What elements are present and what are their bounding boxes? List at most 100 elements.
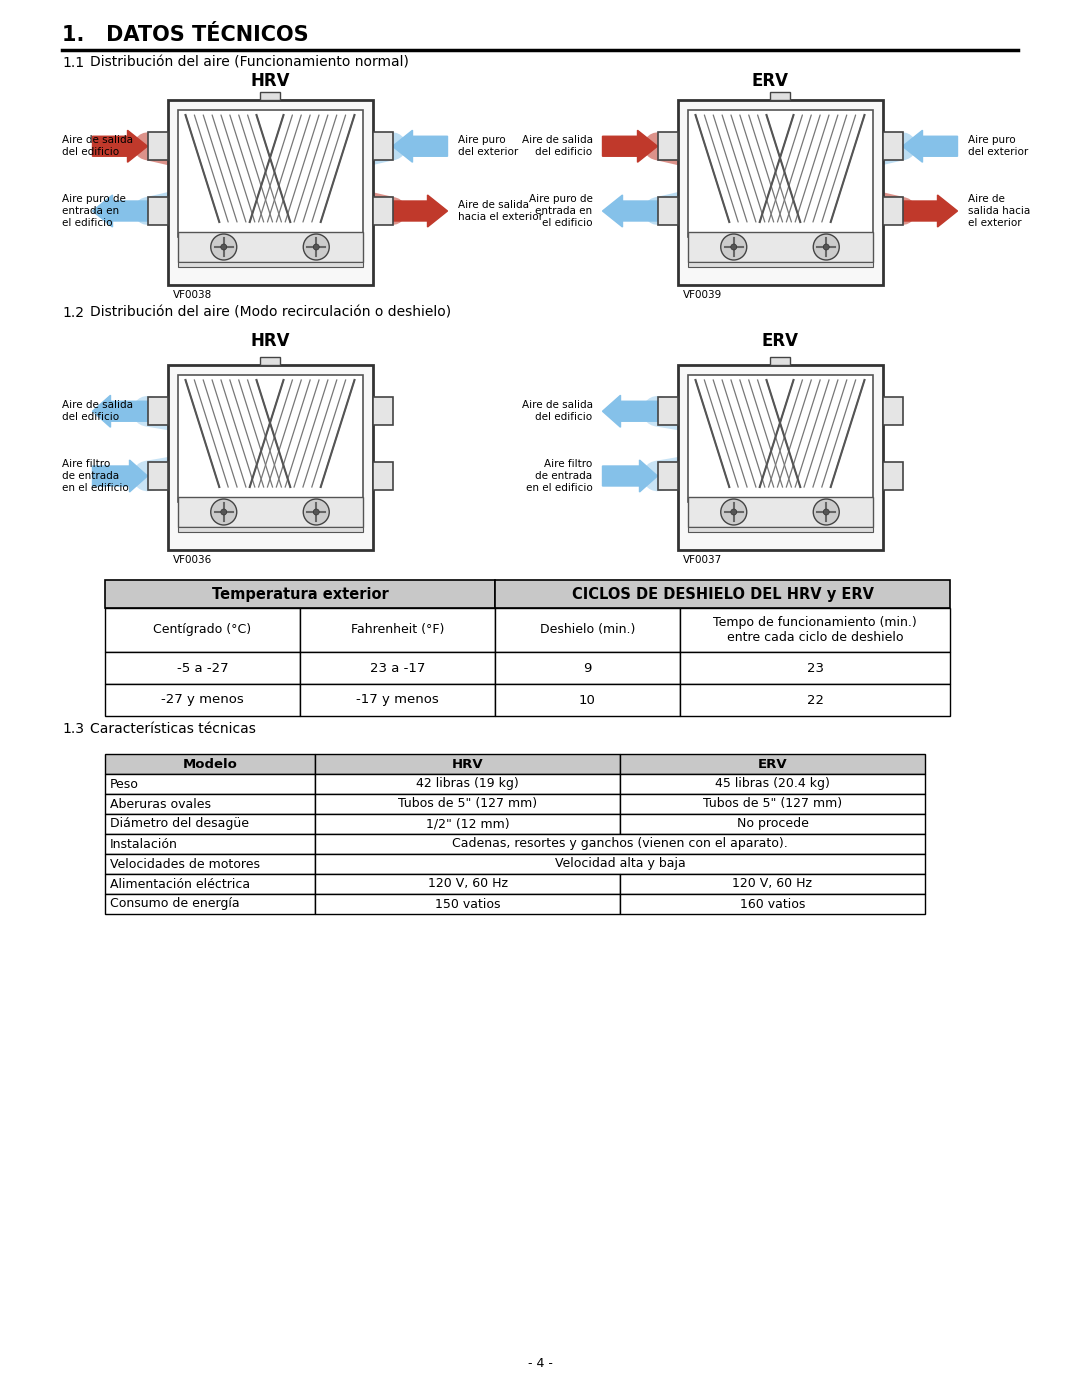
- Bar: [105, 793, 315, 814]
- Circle shape: [303, 235, 329, 260]
- Bar: [495, 685, 680, 717]
- Text: Aire puro de
entrada en
el edificio: Aire puro de entrada en el edificio: [528, 194, 593, 228]
- Text: 120 V, 60 Hz: 120 V, 60 Hz: [732, 877, 812, 890]
- Bar: [688, 110, 873, 237]
- Text: Fahrenheit (°F): Fahrenheit (°F): [351, 623, 444, 637]
- Text: HRV: HRV: [251, 332, 289, 351]
- Bar: [105, 754, 315, 774]
- Circle shape: [720, 499, 746, 525]
- Bar: [373, 197, 392, 225]
- Text: Tubos de 5" (127 mm): Tubos de 5" (127 mm): [703, 798, 842, 810]
- Circle shape: [813, 499, 839, 525]
- Text: Aire de salida
del edificio: Aire de salida del edificio: [522, 401, 593, 422]
- Text: Temperatura exterior: Temperatura exterior: [212, 587, 389, 602]
- Bar: [658, 197, 677, 225]
- Bar: [177, 527, 363, 532]
- Bar: [105, 894, 315, 914]
- Bar: [680, 652, 950, 685]
- Text: Aire puro de
entrada en
el edificio: Aire puro de entrada en el edificio: [62, 194, 126, 228]
- Bar: [770, 358, 789, 365]
- Bar: [658, 462, 677, 490]
- Bar: [105, 652, 300, 685]
- Bar: [177, 232, 363, 263]
- Bar: [315, 854, 924, 875]
- Text: Velocidades de motores: Velocidades de motores: [110, 858, 260, 870]
- Text: Tubos de 5" (127 mm): Tubos de 5" (127 mm): [397, 798, 537, 810]
- Text: 1/2" (12 mm): 1/2" (12 mm): [426, 817, 510, 830]
- Text: Deshielo (min.): Deshielo (min.): [540, 623, 635, 637]
- Text: Peso: Peso: [110, 778, 139, 791]
- Bar: [677, 101, 882, 285]
- Bar: [620, 875, 924, 894]
- Bar: [620, 814, 924, 834]
- Bar: [882, 462, 903, 490]
- Bar: [658, 133, 677, 161]
- Text: Aire filtro
de entrada
en el edificio: Aire filtro de entrada en el edificio: [526, 460, 593, 493]
- Bar: [105, 834, 315, 854]
- Circle shape: [211, 235, 237, 260]
- Circle shape: [220, 244, 227, 250]
- Text: 120 V, 60 Hz: 120 V, 60 Hz: [428, 877, 508, 890]
- Bar: [315, 834, 924, 854]
- Text: Consumo de energía: Consumo de energía: [110, 897, 240, 911]
- Bar: [300, 608, 495, 652]
- FancyArrow shape: [93, 395, 148, 427]
- Text: -5 a -27: -5 a -27: [177, 662, 228, 675]
- Bar: [105, 774, 315, 793]
- Bar: [177, 110, 363, 237]
- FancyArrow shape: [903, 196, 958, 226]
- Text: Aire puro
del exterior: Aire puro del exterior: [968, 136, 1028, 156]
- Text: Velocidad alta y baja: Velocidad alta y baja: [555, 858, 686, 870]
- Bar: [688, 263, 873, 267]
- Bar: [677, 365, 882, 550]
- Bar: [680, 608, 950, 652]
- Text: Aire puro
del exterior: Aire puro del exterior: [458, 136, 517, 156]
- Text: Cadenas, resortes y ganchos (vienen con el aparato).: Cadenas, resortes y ganchos (vienen con …: [453, 837, 788, 851]
- Bar: [882, 397, 903, 425]
- Bar: [315, 875, 620, 894]
- Text: Aire de
salida hacia
el exterior: Aire de salida hacia el exterior: [968, 194, 1029, 228]
- Bar: [770, 92, 789, 101]
- Circle shape: [823, 509, 829, 515]
- Bar: [620, 793, 924, 814]
- Bar: [495, 652, 680, 685]
- Text: 23: 23: [807, 662, 824, 675]
- Bar: [105, 854, 315, 875]
- Text: VF0036: VF0036: [173, 555, 212, 564]
- Text: Modelo: Modelo: [183, 757, 238, 771]
- Bar: [148, 133, 167, 161]
- Text: Diámetro del desagüe: Diámetro del desagüe: [110, 817, 249, 830]
- Text: -27 y menos: -27 y menos: [161, 693, 244, 707]
- Bar: [680, 685, 950, 717]
- FancyArrow shape: [903, 130, 958, 162]
- FancyArrow shape: [603, 196, 658, 226]
- Text: VF0039: VF0039: [683, 291, 721, 300]
- Bar: [688, 527, 873, 532]
- Bar: [148, 397, 167, 425]
- Bar: [373, 133, 392, 161]
- Bar: [167, 365, 373, 550]
- Text: No procede: No procede: [737, 817, 809, 830]
- Text: Aire de salida
hacia el exterior: Aire de salida hacia el exterior: [458, 200, 542, 222]
- Text: Características técnicas: Características técnicas: [90, 722, 256, 736]
- Text: 10: 10: [579, 693, 596, 707]
- Text: 1.2: 1.2: [62, 306, 84, 320]
- FancyArrow shape: [93, 196, 148, 226]
- Text: VF0037: VF0037: [683, 555, 721, 564]
- Bar: [148, 197, 167, 225]
- Text: Tempo de funcionamiento (min.)
entre cada ciclo de deshielo: Tempo de funcionamiento (min.) entre cad…: [713, 616, 917, 644]
- Bar: [620, 894, 924, 914]
- Text: 150 vatios: 150 vatios: [435, 897, 500, 911]
- Circle shape: [731, 244, 737, 250]
- Circle shape: [823, 244, 829, 250]
- Bar: [373, 462, 392, 490]
- Bar: [658, 397, 677, 425]
- Bar: [495, 580, 950, 608]
- FancyArrow shape: [603, 395, 658, 427]
- Text: ERV: ERV: [761, 332, 798, 351]
- FancyArrow shape: [93, 130, 148, 162]
- Text: Aire filtro
de entrada
en el edificio: Aire filtro de entrada en el edificio: [62, 460, 129, 493]
- Text: Distribución del aire (Funcionamiento normal): Distribución del aire (Funcionamiento no…: [90, 56, 409, 70]
- Bar: [688, 374, 873, 502]
- Bar: [167, 101, 373, 285]
